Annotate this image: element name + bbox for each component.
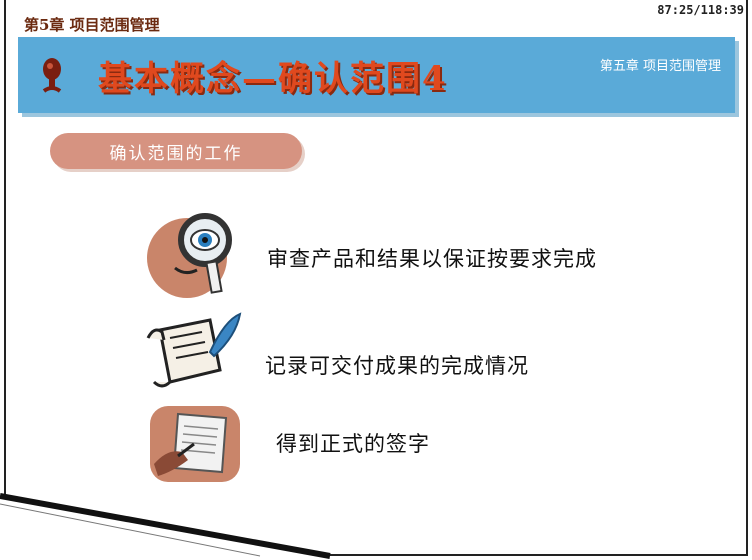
page-counter: 87:25/118:39 <box>657 3 744 17</box>
decorative-sweep <box>0 493 331 559</box>
chapter-label: 第5章 项目范围管理 <box>24 16 160 34</box>
pushpin-icon <box>42 58 62 93</box>
magnifier-eye-icon <box>147 213 232 298</box>
item-text-2: 记录可交付成果的完成情况 <box>265 354 529 378</box>
slide-title: 基本概念—确认范围4 <box>98 59 448 99</box>
slide-frame <box>4 0 748 556</box>
signing-document-icon <box>150 406 240 482</box>
item-text-3: 得到正式的签字 <box>276 432 430 456</box>
slide-subtitle: 第五章 项目范围管理 <box>599 59 721 74</box>
scroll-quill-icon <box>146 312 242 388</box>
item-text-1: 审查产品和结果以保证按要求完成 <box>267 247 597 271</box>
section-label: 确认范围的工作 <box>50 133 302 169</box>
title-bar: 基本概念—确认范围4 第五章 项目范围管理 <box>18 37 735 113</box>
section-label-text: 确认范围的工作 <box>109 143 243 164</box>
